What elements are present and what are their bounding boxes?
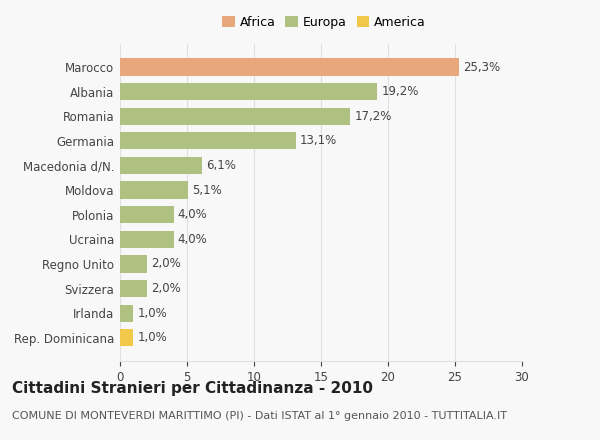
Text: COMUNE DI MONTEVERDI MARITTIMO (PI) - Dati ISTAT al 1° gennaio 2010 - TUTTITALIA: COMUNE DI MONTEVERDI MARITTIMO (PI) - Da…	[12, 411, 507, 422]
Text: 1,0%: 1,0%	[137, 307, 167, 320]
Bar	[120, 304, 133, 322]
Bar	[120, 59, 459, 76]
Text: 1,0%: 1,0%	[137, 331, 167, 344]
Bar	[120, 181, 188, 199]
Text: 17,2%: 17,2%	[355, 110, 392, 123]
Text: 25,3%: 25,3%	[463, 61, 500, 73]
Bar	[120, 83, 377, 100]
Legend: Africa, Europa, America: Africa, Europa, America	[217, 11, 431, 33]
Text: 2,0%: 2,0%	[151, 257, 181, 271]
Bar	[120, 157, 202, 174]
Text: 2,0%: 2,0%	[151, 282, 181, 295]
Text: 19,2%: 19,2%	[382, 85, 419, 98]
Bar	[120, 231, 173, 248]
Text: 4,0%: 4,0%	[178, 233, 208, 246]
Text: Cittadini Stranieri per Cittadinanza - 2010: Cittadini Stranieri per Cittadinanza - 2…	[12, 381, 373, 396]
Text: 4,0%: 4,0%	[178, 208, 208, 221]
Text: 5,1%: 5,1%	[193, 183, 222, 197]
Bar	[120, 255, 147, 272]
Bar	[120, 329, 133, 346]
Text: 13,1%: 13,1%	[299, 134, 337, 147]
Bar	[120, 108, 350, 125]
Bar	[120, 280, 147, 297]
Bar	[120, 206, 173, 224]
Bar	[120, 132, 296, 150]
Text: 6,1%: 6,1%	[206, 159, 236, 172]
